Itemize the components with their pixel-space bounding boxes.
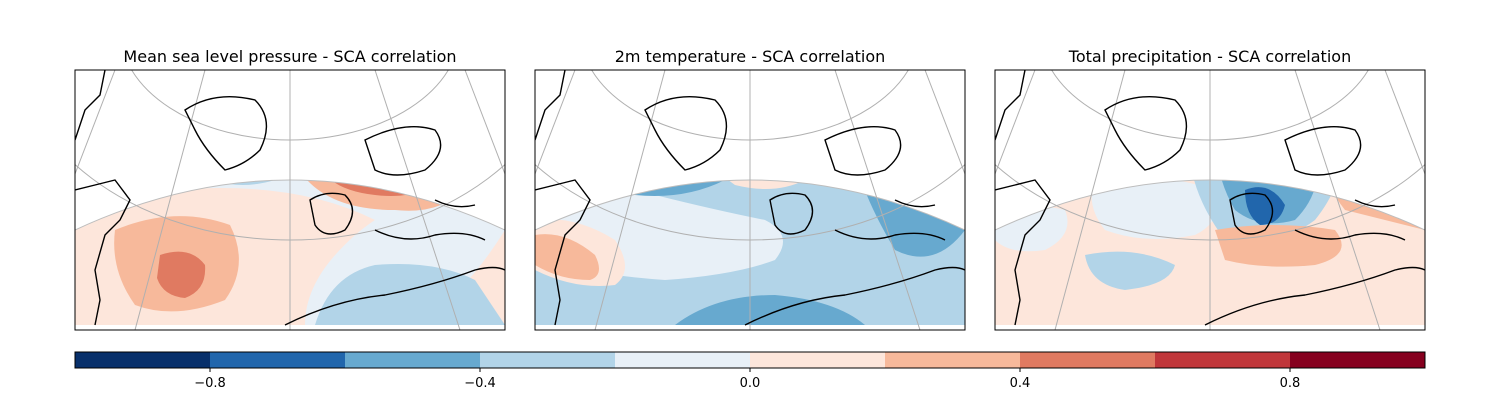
panel-msl: Mean sea level pressure - SCA correlatio… <box>74 47 506 331</box>
colorbar-tick-label: −0.4 <box>464 376 496 391</box>
colorbar-segment <box>75 352 210 368</box>
colorbar-segment <box>345 352 480 368</box>
colorbar-segment <box>615 352 750 368</box>
panel-title: Total precipitation - SCA correlation <box>1068 47 1351 66</box>
panel-title: 2m temperature - SCA correlation <box>615 47 886 66</box>
colorbar-segment <box>210 352 345 368</box>
panel-tp: Total precipitation - SCA correlation <box>994 47 1426 331</box>
colorbar-tick-label: 0.0 <box>740 376 761 391</box>
colorbar-tick-label: 0.8 <box>1280 376 1301 391</box>
colorbar-segment <box>1020 352 1155 368</box>
panel-t2m: 2m temperature - SCA correlation <box>534 47 966 331</box>
colorbar-segment <box>1290 352 1425 368</box>
colorbar-segment <box>750 352 885 368</box>
colorbar-tick-label: 0.4 <box>1010 376 1031 391</box>
panel-title: Mean sea level pressure - SCA correlatio… <box>123 47 456 66</box>
colorbar-segment <box>1155 352 1290 368</box>
colorbar-tick-label: −0.8 <box>194 376 226 391</box>
colorbar-segment <box>480 352 615 368</box>
colorbar: −0.8 −0.4 0.0 0.4 0.8 <box>74 351 1426 391</box>
colorbar-segment <box>885 352 1020 368</box>
